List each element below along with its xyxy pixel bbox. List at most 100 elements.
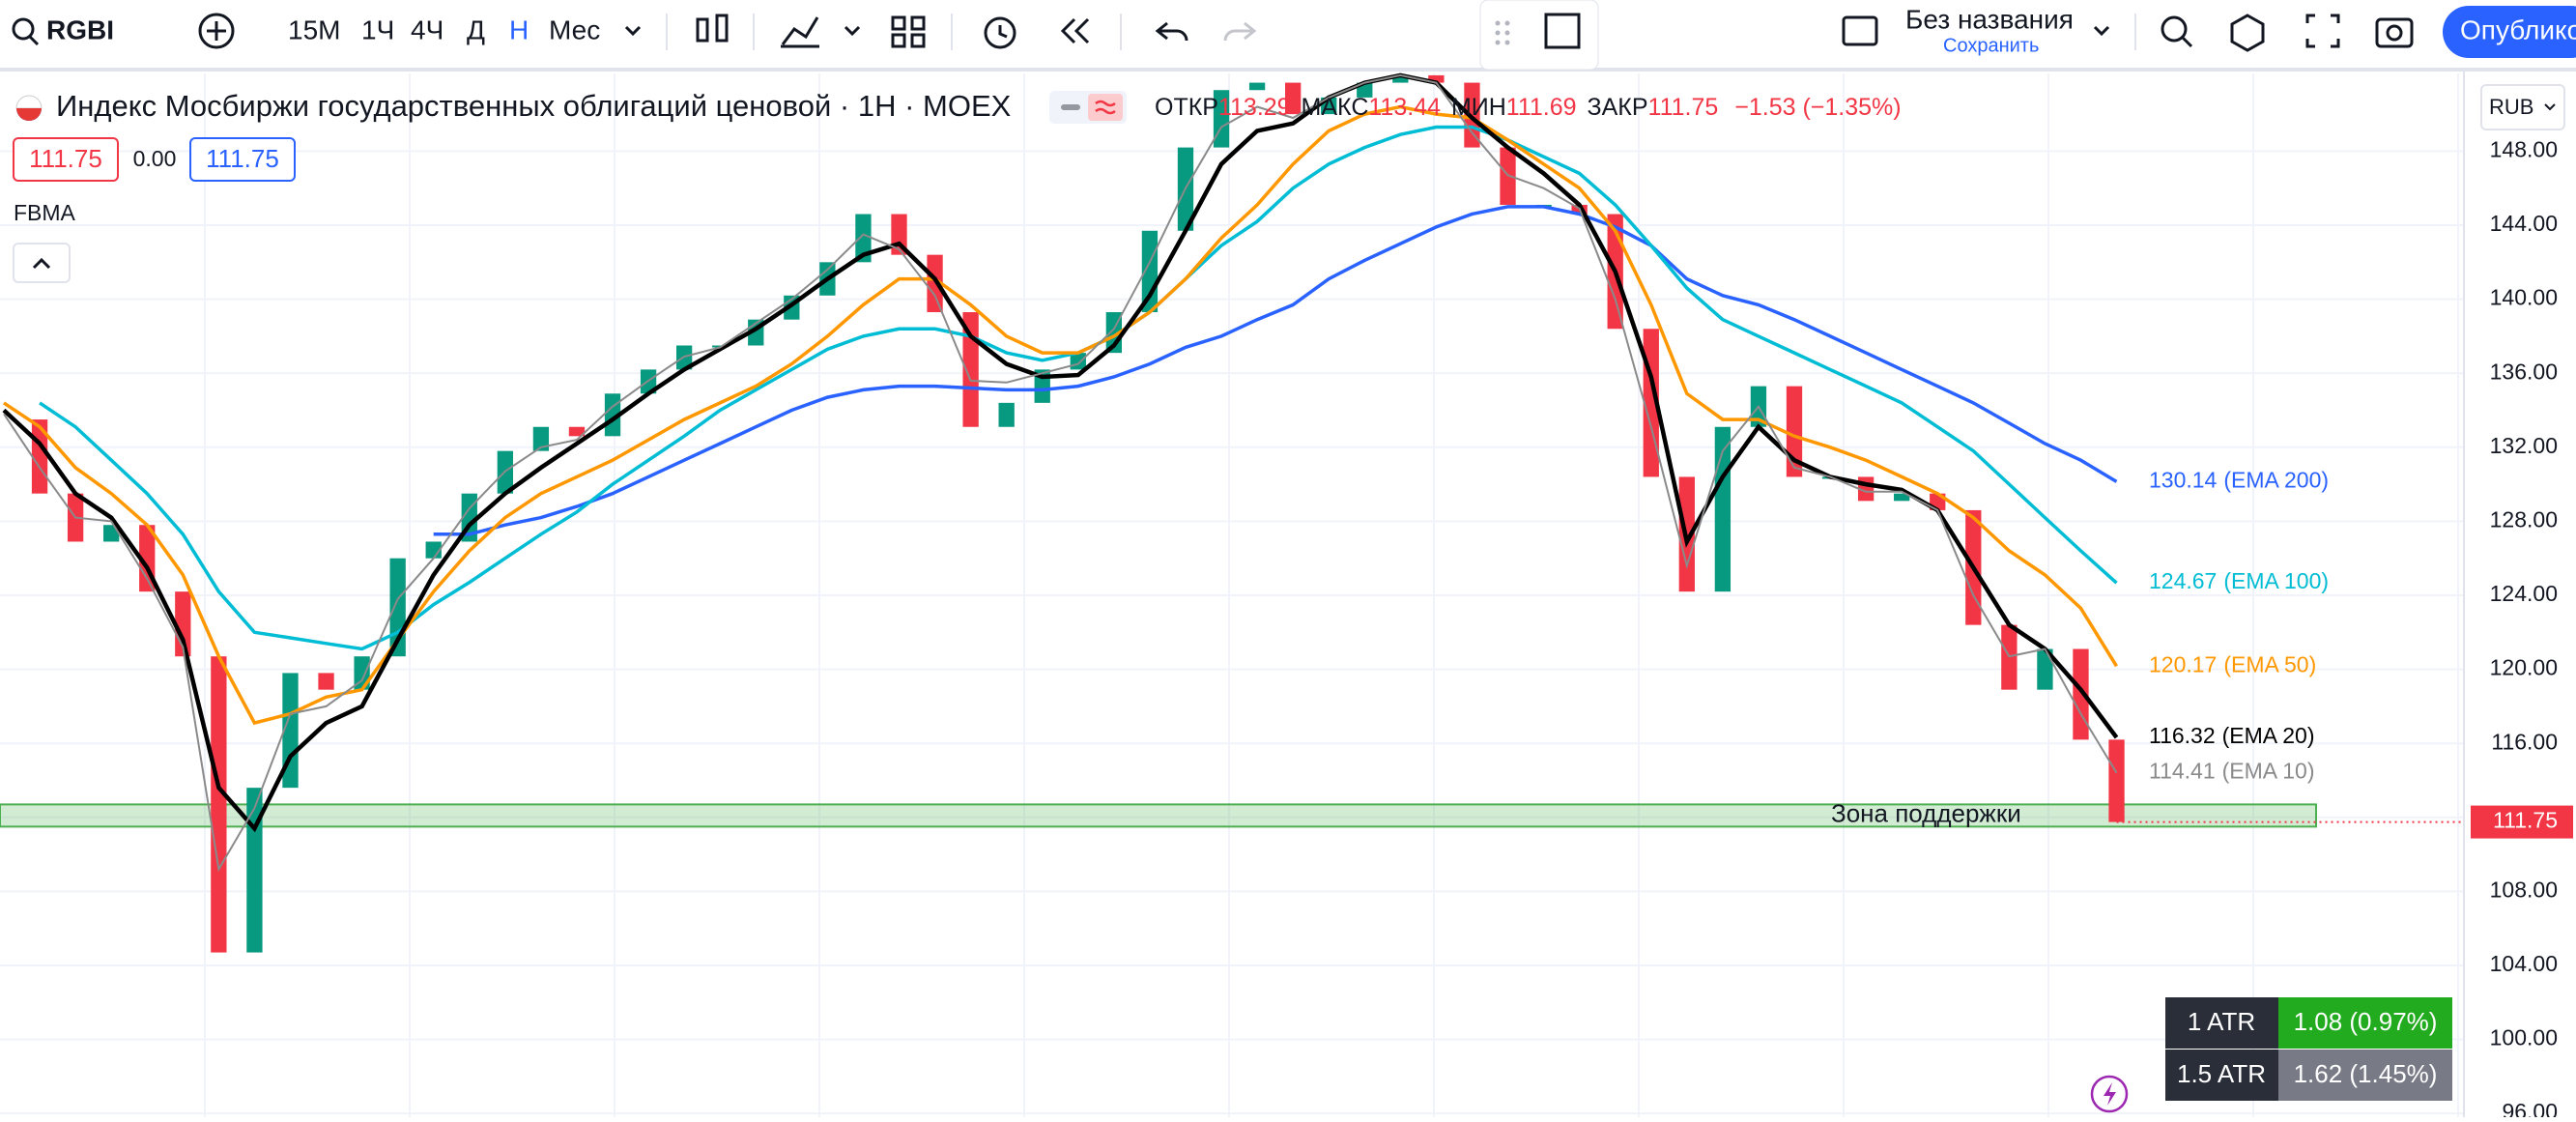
ema-line: [2, 72, 2119, 833]
badge-icon: [1061, 104, 1080, 110]
ema-label: 116.32 (EMA 20): [2149, 723, 2315, 748]
table-cell: [2278, 1050, 2452, 1101]
bolt-button[interactable]: [2090, 1075, 2129, 1113]
last-price-label: 111.75: [2493, 808, 2558, 833]
ema-line: [3, 73, 2118, 873]
ema-label: 130.14 (EMA 200): [2149, 468, 2329, 493]
candle: [1428, 74, 1445, 83]
y-tick-label: 104.00: [2490, 951, 2558, 976]
candle: [1392, 74, 1409, 83]
y-tick-label: 128.00: [2490, 506, 2558, 532]
ohlc-value: 113.29: [1218, 94, 1291, 121]
interval[interactable]: 1Ч: [361, 14, 394, 44]
toolbar-bg: [0, 0, 2576, 70]
undo[interactable]: [1155, 21, 1188, 42]
candle: [998, 402, 1015, 427]
alert[interactable]: [984, 16, 1016, 49]
currency-menu: [2544, 103, 2556, 111]
save-link[interactable]: Сохранить: [1943, 35, 2039, 56]
y-tick-label: 116.00: [2491, 729, 2558, 754]
ask-box[interactable]: [189, 137, 296, 182]
ohlc-label: МИН: [1451, 94, 1506, 121]
candle: [568, 426, 586, 437]
interval[interactable]: 4Ч: [411, 14, 444, 44]
zone-label: Зона поддержки: [1831, 799, 2021, 828]
candle: [1285, 82, 1302, 115]
table-cell: [2165, 997, 2278, 1049]
publish-label[interactable]: Опубликовать: [2460, 14, 2576, 44]
symbol-search[interactable]: RGBI: [12, 14, 114, 46]
bid[interactable]: 111.75: [29, 144, 102, 173]
ema-value: 120.17: [2149, 651, 2217, 676]
ema-value: 116.32: [2149, 723, 2216, 748]
indicators[interactable]: [781, 16, 861, 48]
redo[interactable]: [1223, 21, 1257, 42]
candle: [532, 426, 550, 451]
interval[interactable]: 15M: [288, 14, 340, 44]
table-text: 1.5 ATR: [2177, 1059, 2266, 1088]
flag-bottom: [16, 108, 42, 121]
settings[interactable]: [2230, 14, 2265, 52]
candle: [855, 214, 872, 263]
candle: [927, 254, 943, 313]
symbol-title: Индекс Мосбиржи государственных облигаци…: [56, 89, 1012, 123]
candle: [2108, 739, 2125, 822]
ema-label: 120.17 (EMA 50): [2149, 651, 2316, 676]
layout-name[interactable]: Без названия: [1905, 4, 2074, 34]
chart-type[interactable]: [696, 14, 729, 43]
interval-menu[interactable]: [624, 25, 642, 37]
selection-panel[interactable]: [1479, 0, 1599, 71]
legend: Индекс Мосбиржи государственных облигаци…: [13, 84, 2565, 283]
layout-icon[interactable]: [1842, 15, 1878, 46]
ema-value: 130.14: [2149, 468, 2218, 493]
support-zone: [0, 803, 2317, 828]
ema-name: (EMA 50): [2223, 651, 2316, 676]
ema-line: [433, 205, 2118, 536]
flag-top: [15, 95, 43, 109]
ema-label: 114.41 (EMA 10): [2149, 759, 2315, 784]
y-tick-label: 124.00: [2490, 581, 2558, 606]
currency-button[interactable]: [2480, 84, 2565, 130]
spread: 0.00: [133, 146, 177, 171]
publish-button[interactable]: [2443, 6, 2576, 58]
quick-search[interactable]: [2161, 15, 2193, 48]
snapshot[interactable]: [2375, 17, 2414, 48]
collapse-button[interactable]: [13, 243, 71, 283]
candle: [2037, 648, 2053, 690]
y-tick-label: 120.00: [2490, 655, 2558, 680]
table-text: 1 ATR: [2188, 1007, 2255, 1036]
replay[interactable]: [1060, 17, 1090, 44]
interval[interactable]: Мес: [549, 14, 600, 44]
candle: [1894, 493, 1910, 502]
interval[interactable]: Д: [467, 14, 485, 44]
table-text: 1.08 (0.97%): [2294, 1007, 2438, 1036]
ohlc-label: МАКС: [1302, 94, 1369, 121]
candle: [318, 673, 334, 690]
badge-icon: [1088, 94, 1123, 121]
bid-box[interactable]: [13, 137, 119, 182]
interval-active[interactable]: Н: [509, 14, 529, 44]
fullscreen[interactable]: [2305, 14, 2340, 48]
ema-name: (EMA 100): [2223, 568, 2329, 593]
y-tick-label: 144.00: [2490, 211, 2558, 236]
ohlc-value: 113.44: [1368, 94, 1441, 121]
axis-bg: [2464, 72, 2576, 1117]
table-text: 1.62 (1.45%): [2294, 1059, 2438, 1088]
currency[interactable]: RUB: [2489, 95, 2533, 119]
add-symbol[interactable]: [198, 13, 235, 49]
symbol[interactable]: RGBI: [46, 14, 114, 44]
templates[interactable]: [891, 15, 926, 48]
ohlc-label: ОТКР: [1155, 94, 1218, 121]
y-tick-label: 108.00: [2490, 877, 2558, 902]
change: −1.53 (−1.35%): [1734, 94, 1901, 121]
y-tick-label: 132.00: [2490, 433, 2558, 458]
ema-label: 124.67 (EMA 100): [2149, 568, 2329, 593]
ema-name: (EMA 200): [2223, 468, 2329, 493]
ema-value: 124.67: [2149, 568, 2217, 593]
price-axis: 96.00100.00104.00108.00112.00116.00120.0…: [2463, 72, 2576, 1122]
ask[interactable]: 111.75: [206, 144, 279, 173]
toolbar: RGBI 15M 1Ч 4Ч Д Н Мес Без названия Сохр…: [0, 0, 2576, 72]
layout-menu[interactable]: [2093, 25, 2110, 37]
